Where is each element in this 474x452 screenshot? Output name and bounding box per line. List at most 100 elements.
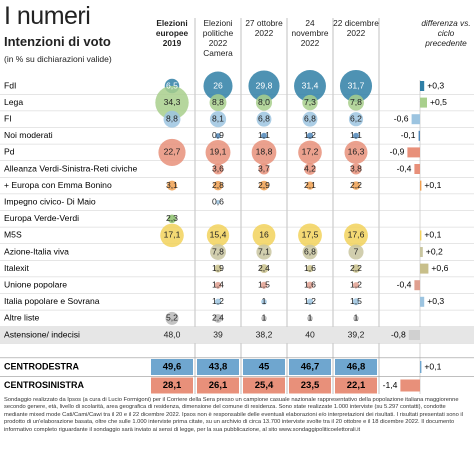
column-header: 22 dicembre 2022 — [333, 18, 379, 38]
value-label: 7,3 — [304, 97, 316, 107]
bubble — [206, 224, 230, 247]
bubble — [353, 132, 359, 139]
value-label: 1,2 — [304, 130, 316, 140]
bubble — [306, 264, 314, 273]
bubble — [298, 223, 322, 248]
summary-value: 26,1 — [209, 380, 228, 391]
bubble — [166, 180, 178, 191]
summary-cell — [197, 377, 239, 394]
row-label: M5S — [4, 230, 22, 240]
bubble — [352, 282, 360, 289]
unit-note: (in % su dichiarazioni valide) — [4, 54, 112, 64]
value-label: 17,2 — [302, 147, 319, 157]
bubble — [261, 298, 267, 305]
diff-label: -0,4 — [397, 279, 412, 289]
bubble — [251, 140, 277, 165]
value-label: 7,8 — [350, 97, 362, 107]
value-label: 17,1 — [164, 230, 181, 240]
value-label: 6,2 — [350, 113, 362, 123]
value-label: 7,8 — [212, 246, 224, 256]
bubble — [348, 112, 364, 127]
row-label: Italexit — [4, 263, 29, 273]
bubble — [163, 110, 181, 128]
bubble — [165, 311, 179, 325]
diff-label: -1,4 — [383, 380, 398, 390]
bubble — [255, 94, 273, 111]
value-label: 1 — [308, 313, 313, 323]
value-label: 1,9 — [212, 263, 224, 273]
bubble — [307, 315, 313, 322]
value-label: 40 — [305, 329, 315, 339]
value-label: 3,1 — [166, 180, 178, 190]
value-label: 19,1 — [210, 147, 227, 157]
diff-label: -0,1 — [401, 130, 416, 140]
summary-value: 43,8 — [209, 362, 228, 373]
bubble — [351, 181, 361, 190]
row-label: Azione-Italia viva — [4, 246, 69, 256]
bubble — [261, 132, 267, 139]
bubble — [214, 264, 222, 273]
value-label: 6,8 — [258, 113, 270, 123]
bubble — [353, 315, 359, 322]
diff-bar — [414, 164, 420, 174]
value-label: 2,4 — [212, 313, 224, 323]
bubble — [214, 298, 222, 305]
bubble — [305, 181, 315, 190]
value-label: 1,5 — [350, 296, 362, 306]
row-label: Pd — [4, 147, 15, 157]
value-label: 26 — [213, 80, 223, 90]
value-label: 16 — [259, 230, 269, 240]
value-label: 2,1 — [304, 180, 316, 190]
diff-bar — [414, 280, 420, 291]
value-label: 15,4 — [210, 230, 227, 240]
value-label: 1,4 — [212, 279, 224, 289]
value-label: 3,6 — [212, 163, 224, 173]
value-label: 7,1 — [258, 246, 270, 256]
diff-label: -0,9 — [390, 147, 405, 157]
diff-label: +0,2 — [426, 246, 443, 256]
summary-cell — [289, 359, 331, 375]
diff-bar — [420, 263, 429, 274]
summary-label: CENTROSINISTRA — [4, 380, 85, 390]
subtitle: Intenzioni di voto — [4, 34, 111, 49]
value-label: 1,2 — [350, 279, 362, 289]
bubble — [302, 111, 318, 127]
bubble — [252, 224, 276, 247]
bubble — [258, 163, 270, 175]
bubble — [306, 132, 314, 139]
diff-label: +0,1 — [424, 180, 441, 190]
value-label: 2,4 — [258, 263, 270, 273]
summary-value: 46,7 — [301, 362, 320, 373]
summary-cell — [335, 377, 377, 394]
row-label: + Europa con Emma Bonino — [4, 180, 112, 190]
column-header: differenza vs. ciclo precedente — [421, 18, 471, 48]
row-label: FI — [4, 113, 12, 123]
row-label: Noi moderati — [4, 130, 53, 140]
bubble — [209, 94, 227, 112]
bubble — [158, 138, 186, 166]
diff-bar — [420, 361, 422, 373]
value-label: 8,8 — [166, 113, 178, 123]
summary-value: 49,6 — [163, 362, 182, 373]
diff-label: -0,4 — [397, 163, 412, 173]
bubble — [351, 264, 361, 273]
value-label: 8,8 — [212, 97, 224, 107]
bubble — [248, 70, 280, 102]
summary-value: 25,4 — [255, 380, 274, 391]
value-label: 18,8 — [256, 147, 273, 157]
bubble — [215, 133, 221, 139]
bubble — [256, 111, 272, 127]
row-label: Impegno civico- Di Maio — [4, 196, 96, 206]
bubble — [213, 180, 223, 191]
bubble — [304, 163, 316, 175]
diff-label: -0,8 — [391, 329, 406, 339]
value-label: 0,9 — [212, 130, 224, 140]
column-header: 24 novembre 2022 — [291, 18, 329, 48]
bubble — [203, 71, 233, 101]
bubble — [205, 139, 231, 165]
diff-label: +0,3 — [427, 296, 444, 306]
diff-bar — [400, 379, 420, 392]
bubble — [213, 313, 223, 323]
